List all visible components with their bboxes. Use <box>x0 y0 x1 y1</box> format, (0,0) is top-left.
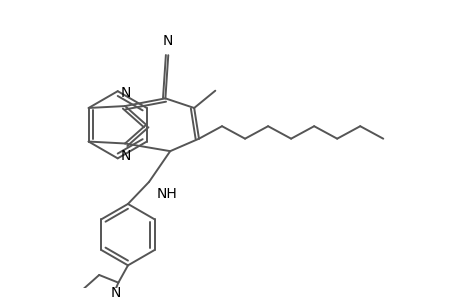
Text: N: N <box>163 34 173 47</box>
Text: N: N <box>121 86 131 100</box>
Text: NH: NH <box>157 187 177 201</box>
Text: N: N <box>121 149 131 163</box>
Text: N: N <box>110 286 120 299</box>
